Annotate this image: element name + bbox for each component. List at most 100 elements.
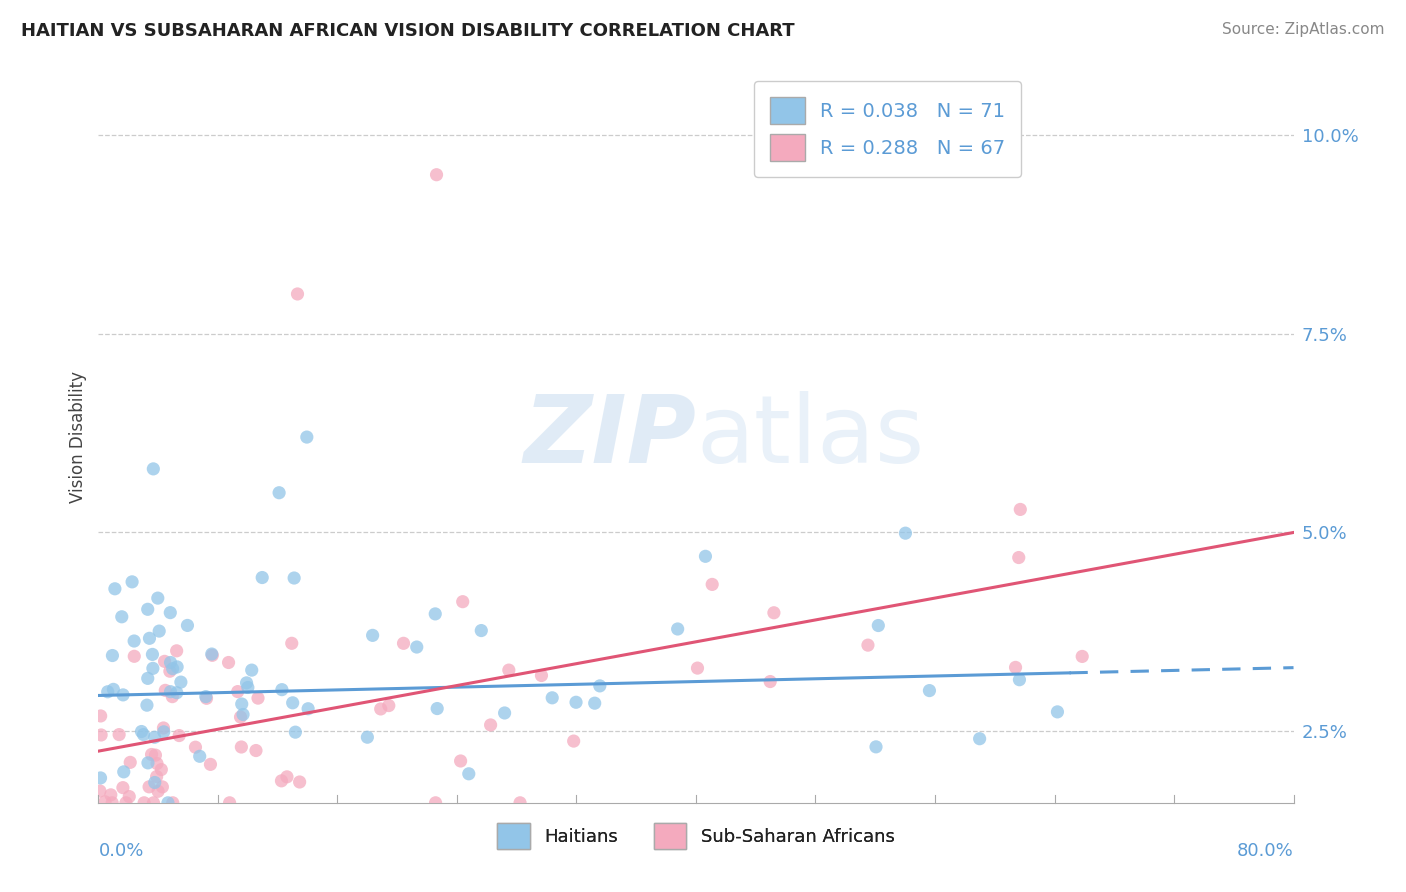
Point — [226, 684, 249, 698]
Point — [695, 549, 717, 564]
Point — [152, 724, 174, 739]
Point — [247, 691, 270, 706]
Point — [356, 730, 378, 744]
Point — [361, 628, 384, 642]
Point — [143, 731, 166, 745]
Point — [425, 796, 447, 810]
Point — [969, 731, 991, 746]
Point — [159, 664, 181, 678]
Point — [425, 168, 447, 182]
Point — [132, 728, 155, 742]
Point — [762, 606, 785, 620]
Point — [115, 796, 138, 810]
Point — [101, 648, 124, 663]
Point — [156, 796, 179, 810]
Point — [162, 796, 184, 810]
Point — [138, 632, 160, 646]
Point — [146, 756, 169, 771]
Point — [530, 668, 553, 682]
Point — [269, 485, 291, 500]
Point — [89, 771, 111, 785]
Point — [1008, 673, 1031, 687]
Point — [134, 796, 156, 810]
Point — [865, 739, 887, 754]
Point — [918, 683, 941, 698]
Point — [201, 647, 224, 661]
Text: Source: ZipAtlas.com: Source: ZipAtlas.com — [1222, 22, 1385, 37]
Point — [97, 685, 120, 699]
Point — [235, 676, 257, 690]
Point — [90, 728, 112, 742]
Text: HAITIAN VS SUBSAHARAN AFRICAN VISION DISABILITY CORRELATION CHART: HAITIAN VS SUBSAHARAN AFRICAN VISION DIS… — [21, 22, 794, 40]
Point — [159, 606, 181, 620]
Text: atlas: atlas — [696, 391, 924, 483]
Point — [162, 690, 184, 704]
Point — [498, 663, 520, 677]
Point — [131, 724, 153, 739]
Point — [231, 697, 253, 711]
Point — [1008, 550, 1031, 565]
Point — [150, 763, 173, 777]
Point — [142, 462, 165, 476]
Point — [121, 574, 143, 589]
Point — [1004, 660, 1026, 674]
Point — [276, 770, 298, 784]
Point — [176, 618, 198, 632]
Point — [120, 756, 142, 770]
Point — [141, 747, 163, 762]
Point — [281, 636, 304, 650]
Point — [167, 729, 190, 743]
Point — [426, 701, 449, 715]
Point — [562, 734, 585, 748]
Point — [166, 686, 188, 700]
Point — [250, 570, 273, 584]
Point — [457, 766, 479, 780]
Point — [270, 773, 292, 788]
Point — [232, 707, 254, 722]
Point — [136, 756, 159, 770]
Point — [281, 696, 304, 710]
Point — [509, 796, 531, 810]
Point — [101, 796, 124, 810]
Point — [450, 754, 472, 768]
Point — [1071, 649, 1094, 664]
Point — [284, 725, 307, 739]
Point — [425, 607, 447, 621]
Point — [138, 780, 160, 794]
Point — [170, 675, 193, 690]
Point — [370, 702, 392, 716]
Point — [702, 577, 724, 591]
Point — [240, 663, 263, 677]
Point — [565, 695, 588, 709]
Point — [894, 526, 917, 541]
Point — [759, 674, 782, 689]
Point — [583, 696, 606, 710]
Point — [153, 654, 176, 668]
Point — [136, 671, 159, 685]
Point — [112, 688, 135, 702]
Point — [194, 690, 217, 704]
Point — [541, 690, 564, 705]
Point — [392, 636, 415, 650]
Point — [104, 582, 127, 596]
Point — [118, 789, 141, 804]
Point — [90, 709, 112, 723]
Point — [686, 661, 709, 675]
Point — [145, 770, 167, 784]
Point — [142, 661, 165, 675]
Point — [218, 796, 240, 810]
Point — [479, 718, 502, 732]
Point — [122, 634, 145, 648]
Point — [136, 698, 159, 713]
Point — [295, 430, 318, 444]
Point — [146, 591, 169, 606]
Point — [111, 780, 134, 795]
Point — [136, 602, 159, 616]
Point — [868, 618, 890, 632]
Point — [159, 684, 181, 698]
Point — [218, 656, 240, 670]
Point — [145, 748, 167, 763]
Point — [148, 624, 170, 638]
Point — [288, 775, 311, 789]
Point — [297, 702, 319, 716]
